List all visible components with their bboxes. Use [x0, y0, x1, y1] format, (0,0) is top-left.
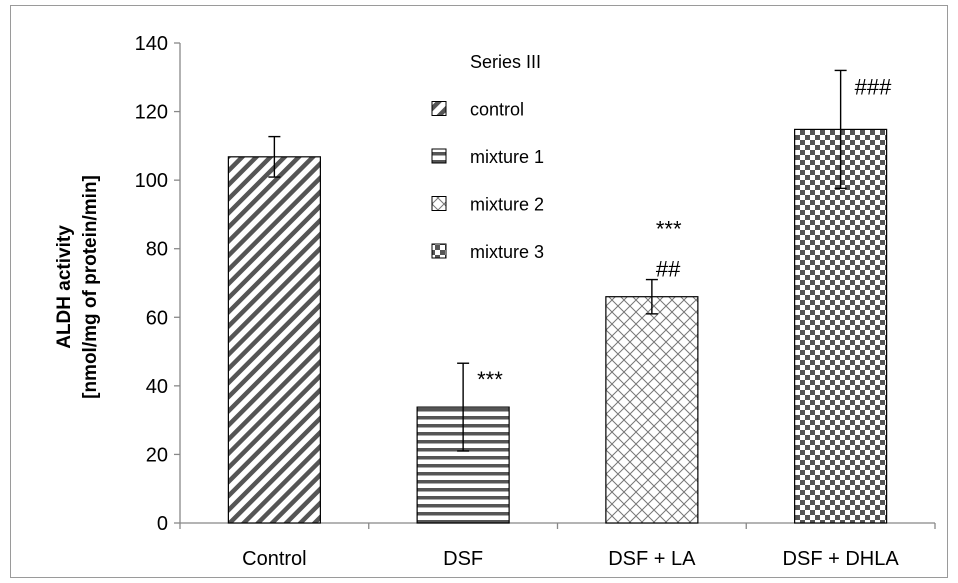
y-axis-title: ALDH activity [nmol/mg of protein/min] [54, 175, 101, 399]
y-axis-title-line-1: ALDH activity [54, 225, 75, 349]
legend-swatch-control [431, 101, 447, 116]
y-tick-label: 120 [135, 102, 168, 124]
legend-title: Series III [470, 52, 541, 72]
legend: Series III control mixture 1 mixture 2 mixtu… [431, 52, 544, 262]
x-tick-label-control: Control [242, 548, 306, 570]
legend-label-control: control [470, 100, 524, 120]
x-tick-label-dsf-dhla: DSF + DHLA [783, 548, 900, 570]
annotation-dsf-la: ## [656, 257, 681, 282]
legend-label-mixture-2: mixture 2 [470, 195, 544, 215]
annotation-dsf-la: *** [656, 217, 682, 242]
y-tick-label: 140 [135, 33, 168, 55]
annotation-dsf-dhla: ### [855, 74, 892, 99]
x-tick-label-dsf: DSF [443, 548, 483, 570]
bar-control [227, 156, 321, 524]
bars [227, 128, 888, 524]
legend-swatch-mixture-2 [431, 196, 447, 211]
y-tick-label: 100 [135, 170, 168, 192]
y-tick-label: 20 [146, 444, 168, 466]
error-bars [268, 69, 847, 452]
y-tick-label: 40 [146, 376, 168, 398]
x-tick-label-dsf-la: DSF + LA [608, 548, 696, 570]
tick-labels: 0 20 40 60 80 100 120 140 Control DSF DSF + LA DSF … [135, 33, 900, 570]
legend-label-mixture-3: mixture 3 [470, 242, 544, 262]
annotation-dsf: *** [477, 367, 503, 392]
y-axis-title-line-2: [nmol/mg of protein/min] [80, 175, 101, 399]
bar-dsf-dhla [794, 128, 888, 524]
y-tick-label: 60 [146, 307, 168, 329]
legend-label-mixture-1: mixture 1 [470, 147, 544, 167]
bar-dsf-la [605, 296, 699, 524]
significance-annotations: ******##### [477, 74, 892, 392]
legend-swatch-mixture-1 [431, 148, 447, 164]
legend-swatch-mixture-3 [431, 243, 447, 259]
y-tick-label: 80 [146, 239, 168, 261]
y-tick-label: 0 [157, 513, 168, 535]
